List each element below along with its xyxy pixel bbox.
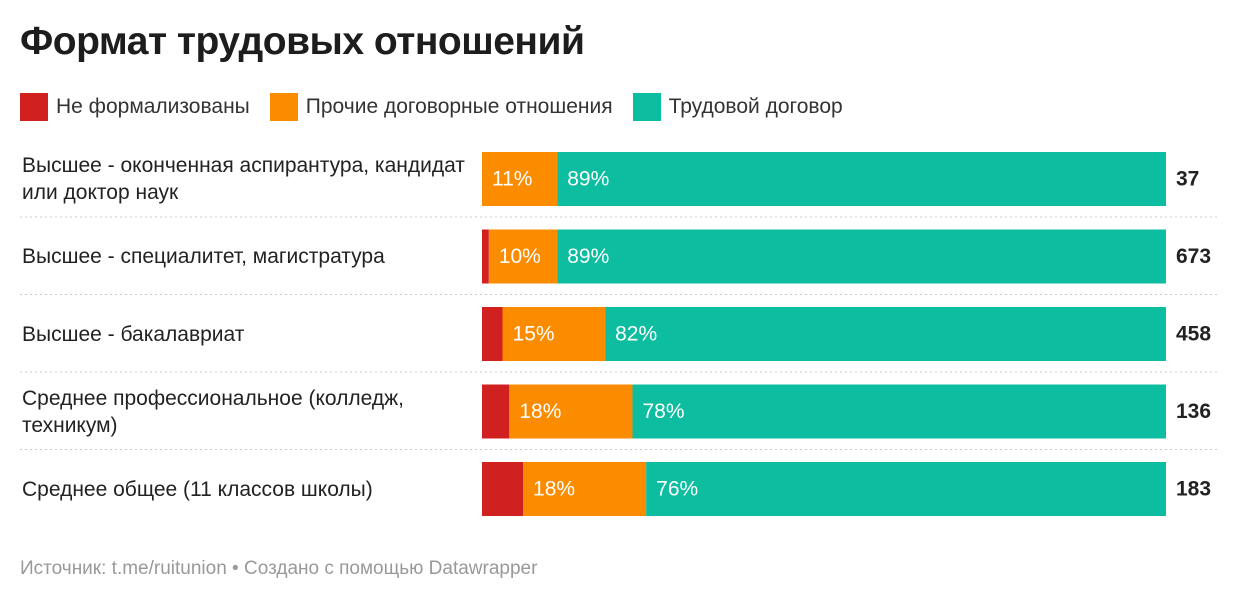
total-label: 673 — [1176, 245, 1211, 268]
bar-segment — [488, 229, 558, 284]
legend-label: Прочие договорные отношения — [305, 95, 613, 118]
bar-segment — [482, 384, 510, 439]
legend-item: Трудовой договор — [632, 93, 843, 121]
bar-segment — [509, 384, 633, 439]
value-label: 82% — [615, 323, 657, 346]
legend-label: Трудовой договор — [668, 95, 843, 118]
bar-segment — [557, 152, 1166, 206]
bar-segment — [482, 152, 558, 206]
bar-segment — [482, 307, 503, 361]
legend-swatch — [269, 93, 298, 121]
value-label: 18% — [533, 478, 575, 501]
value-label: 11% — [492, 168, 532, 191]
value-label: 89% — [567, 168, 609, 191]
bar-segment — [646, 462, 1166, 516]
category-label: Среднее профессиональное (колледж, техни… — [22, 386, 404, 437]
source: Источник: t.me/ruitunion • Создано с пом… — [20, 558, 538, 579]
bar-segment — [502, 307, 606, 361]
category-label: Высшее - специалитет, магистратура — [22, 245, 385, 268]
value-label: 76% — [656, 478, 698, 501]
legend-item: Прочие договорные отношения — [269, 93, 613, 121]
bar-segment — [632, 384, 1166, 439]
bar-segment — [482, 462, 524, 516]
legend: Не формализованы Прочие договорные отноше… — [20, 93, 843, 121]
legend-swatch — [632, 93, 661, 121]
category-label: Среднее общее (11 классов школы) — [22, 477, 373, 501]
bar-segment — [557, 229, 1166, 284]
bar-segment — [482, 229, 489, 284]
value-label: 78% — [642, 400, 684, 423]
bar-segment — [605, 307, 1166, 361]
total-label: 458 — [1176, 323, 1211, 346]
chart-title: Формат трудовых отношений — [20, 20, 585, 63]
legend-label: Не формализованы — [56, 95, 250, 118]
value-label: 89% — [567, 245, 609, 268]
total-label: 37 — [1176, 168, 1199, 191]
category-label: Высшее - бакалавриат — [22, 322, 245, 346]
value-label: 15% — [513, 323, 555, 346]
legend-swatch — [20, 93, 48, 121]
value-label: 18% — [519, 400, 561, 423]
legend-item: Не формализованы — [20, 93, 250, 121]
category-label: Высшее - оконченная аспирантура, кандида… — [22, 154, 465, 204]
total-label: 136 — [1176, 400, 1211, 423]
bar-segment — [523, 462, 647, 516]
value-label: 10% — [499, 245, 541, 268]
total-label: 183 — [1176, 478, 1211, 501]
